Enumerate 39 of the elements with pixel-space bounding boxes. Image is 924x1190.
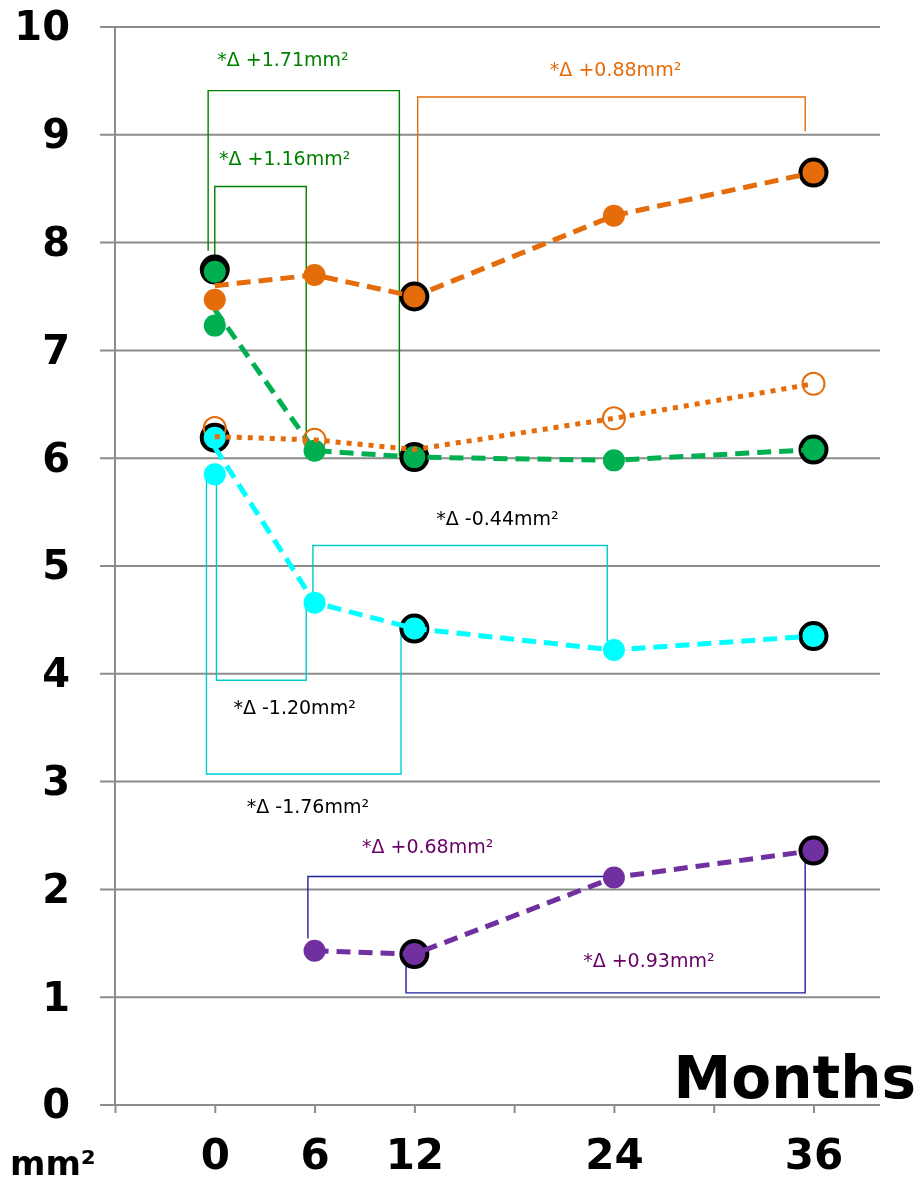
y-tick-label: 4 — [42, 650, 70, 697]
annotation: *Δ +1.16mm² — [218, 147, 351, 170]
y-tick-label: 2 — [42, 865, 70, 912]
point — [601, 406, 626, 431]
y-tick-label: 10 — [14, 3, 70, 50]
x-tick-label: 12 — [385, 1129, 445, 1179]
y-tick-label: 7 — [42, 326, 70, 373]
point — [203, 463, 226, 486]
y-tick-label: 3 — [42, 757, 70, 804]
x-tick-label: 0 — [200, 1129, 230, 1179]
annotation: *Δ -1.20mm² — [233, 695, 356, 718]
annotation: *Δ +0.88mm² — [549, 57, 682, 80]
annotation: *Δ +0.68mm² — [361, 834, 494, 857]
point — [602, 639, 625, 662]
x-axis-title: Months — [673, 1044, 916, 1112]
y-tick-label: 1 — [42, 973, 70, 1020]
y-tick-label: 6 — [42, 434, 70, 481]
point — [203, 288, 226, 311]
annotation: *Δ -1.76mm² — [246, 794, 370, 817]
y-tick-label: 5 — [42, 542, 70, 589]
x-tick-label: 6 — [300, 1129, 330, 1179]
x-tick-label: 36 — [784, 1129, 844, 1179]
y-axis-title: mm² — [10, 1143, 96, 1183]
point — [303, 439, 326, 462]
annotation: *Δ +0.93mm² — [583, 949, 715, 972]
annotation: *Δ -0.44mm² — [436, 507, 559, 530]
y-tick-label: 9 — [42, 111, 70, 158]
point — [602, 866, 625, 889]
y-tick-label: 0 — [42, 1081, 70, 1128]
annotation: *Δ +1.71mm² — [217, 47, 349, 70]
point — [602, 204, 625, 227]
x-tick-label: 24 — [585, 1129, 644, 1179]
point — [303, 591, 326, 614]
point — [303, 939, 326, 962]
point — [602, 449, 625, 472]
point — [203, 314, 226, 337]
y-tick-label: 8 — [42, 218, 70, 265]
point — [303, 263, 326, 286]
point — [801, 371, 826, 396]
